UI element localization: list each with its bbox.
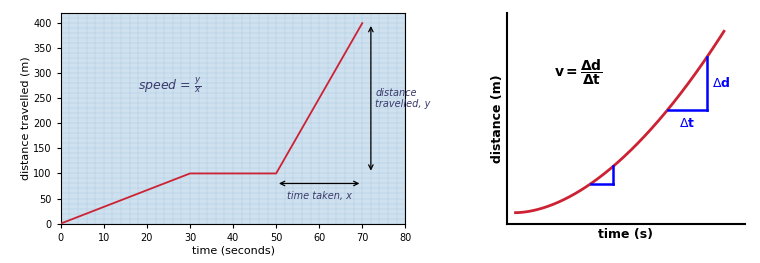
Text: $\mathbf{v = \dfrac{\Delta d}{\Delta t}}$: $\mathbf{v = \dfrac{\Delta d}{\Delta t}}… — [554, 57, 603, 87]
X-axis label: time (seconds): time (seconds) — [192, 245, 274, 255]
Text: speed = $\frac{y}{x}$: speed = $\frac{y}{x}$ — [138, 76, 202, 96]
Text: time taken, x: time taken, x — [287, 191, 352, 201]
Text: $\Delta$t: $\Delta$t — [679, 117, 695, 130]
Y-axis label: distance (m): distance (m) — [492, 74, 505, 163]
Text: $\Delta$d: $\Delta$d — [712, 76, 731, 90]
Y-axis label: distance travelled (m): distance travelled (m) — [21, 57, 30, 180]
Text: distance
travelled, y: distance travelled, y — [375, 88, 431, 109]
X-axis label: time (s): time (s) — [598, 228, 654, 241]
